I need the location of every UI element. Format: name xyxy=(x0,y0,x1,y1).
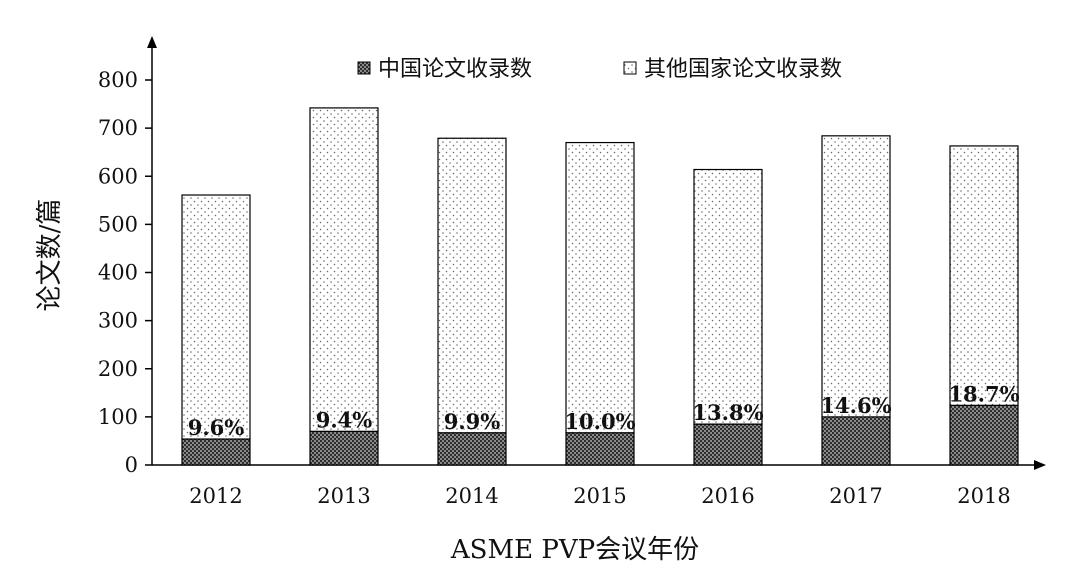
bar-china-2014 xyxy=(437,432,507,466)
y-tick-label: 500 xyxy=(98,212,138,236)
data-label-2016: 13.8% xyxy=(692,400,763,425)
data-label-2014: 9.9% xyxy=(444,409,501,434)
y-ticks: 0 100 200 300 400 500 600 700 800 xyxy=(98,68,152,477)
bar-china-2012 xyxy=(181,438,251,466)
data-labels: 9.6% 9.4% 9.9% 10.0% 13.8% 14.6% 18.7% xyxy=(188,381,1020,440)
x-tick-label: 2015 xyxy=(573,484,626,508)
bar-others-2014 xyxy=(437,137,507,434)
y-tick-label: 100 xyxy=(98,405,138,429)
bar-china-2015 xyxy=(565,432,635,466)
y-axis-title: 论文数/篇 xyxy=(35,199,65,312)
bars xyxy=(181,107,1019,466)
y-tick-label: 600 xyxy=(98,164,138,188)
x-tick-label: 2017 xyxy=(829,484,882,508)
bar-others-2013 xyxy=(309,107,379,432)
bar-others-2012 xyxy=(181,194,251,440)
data-label-2015: 10.0% xyxy=(564,409,635,434)
legend-swatch-china xyxy=(357,61,371,75)
x-tick-label: 2016 xyxy=(701,484,754,508)
x-tick-label: 2014 xyxy=(445,484,498,508)
y-tick-label: 700 xyxy=(98,116,138,140)
bar-china-2016 xyxy=(693,423,763,466)
x-tick-label: 2012 xyxy=(189,484,242,508)
bar-china-2013 xyxy=(309,430,379,466)
data-label-2013: 9.4% xyxy=(316,407,373,432)
legend-swatch-others xyxy=(623,61,637,75)
legend: 中国论文收录数 其他国家论文收录数 xyxy=(357,57,842,82)
bar-others-2018 xyxy=(949,145,1019,406)
bar-china-2018 xyxy=(949,404,1019,466)
y-tick-label: 200 xyxy=(98,357,138,381)
data-label-2017: 14.6% xyxy=(820,393,891,418)
bar-others-2017 xyxy=(821,135,891,418)
bar-china-2017 xyxy=(821,416,891,466)
x-tick-label: 2018 xyxy=(957,484,1010,508)
bar-others-2016 xyxy=(693,168,763,425)
x-tick-label: 2013 xyxy=(317,484,370,508)
data-label-2018: 18.7% xyxy=(948,381,1019,406)
y-tick-label: 800 xyxy=(98,68,138,92)
y-tick-label: 0 xyxy=(125,453,138,477)
y-tick-label: 300 xyxy=(98,309,138,333)
legend-label-others: 其他国家论文收录数 xyxy=(644,57,842,82)
legend-label-china: 中国论文收录数 xyxy=(378,57,532,82)
x-axis-title: ASME PVP会议年份 xyxy=(450,535,699,565)
data-label-2012: 9.6% xyxy=(188,415,245,440)
y-axis-arrow xyxy=(147,36,157,48)
x-axis-arrow xyxy=(1034,460,1046,470)
y-tick-label: 400 xyxy=(98,261,138,285)
x-tick-labels: 2012 2013 2014 2015 2016 2017 2018 xyxy=(189,484,1010,508)
bar-others-2015 xyxy=(565,141,635,434)
